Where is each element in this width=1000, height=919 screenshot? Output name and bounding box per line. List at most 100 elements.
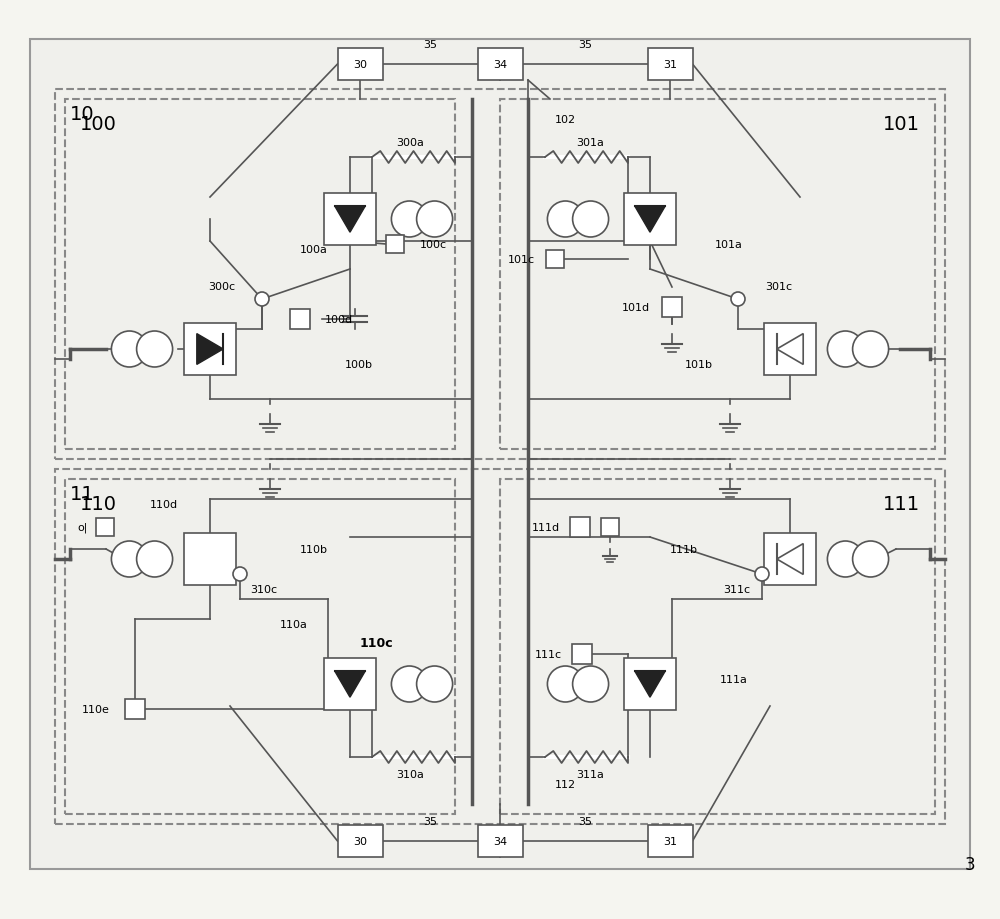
Bar — [184, 323, 236, 376]
Bar — [338, 825, 383, 857]
Bar — [648, 825, 692, 857]
Text: 35: 35 — [578, 816, 592, 826]
Text: 111: 111 — [883, 494, 920, 514]
Bar — [386, 236, 404, 254]
Text: 100c: 100c — [420, 240, 447, 250]
Text: 300c: 300c — [208, 282, 235, 291]
Text: 110a: 110a — [280, 619, 308, 630]
Circle shape — [853, 541, 889, 577]
Circle shape — [547, 202, 583, 238]
Circle shape — [417, 666, 453, 702]
Text: 100a: 100a — [300, 244, 328, 255]
Circle shape — [391, 202, 427, 238]
Bar — [764, 323, 816, 376]
Text: 110e: 110e — [82, 704, 110, 714]
Polygon shape — [197, 335, 223, 365]
Text: 301a: 301a — [576, 138, 604, 148]
Bar — [65, 100, 455, 449]
Bar — [184, 533, 236, 585]
Text: 10: 10 — [70, 105, 95, 124]
Text: 34: 34 — [493, 836, 507, 846]
Bar — [624, 193, 676, 246]
Circle shape — [755, 567, 769, 582]
Circle shape — [255, 292, 269, 307]
Bar — [662, 298, 682, 318]
Circle shape — [827, 541, 863, 577]
Circle shape — [111, 332, 147, 368]
Text: 35: 35 — [578, 40, 592, 50]
Bar — [338, 49, 383, 81]
Text: 101d: 101d — [622, 302, 650, 312]
Text: 100b: 100b — [345, 359, 373, 369]
Text: 110: 110 — [80, 494, 117, 514]
Bar — [55, 90, 945, 460]
Circle shape — [391, 666, 427, 702]
Text: 11: 11 — [70, 484, 95, 504]
Text: 101a: 101a — [715, 240, 743, 250]
Bar — [570, 517, 590, 538]
Circle shape — [853, 332, 889, 368]
Text: 3: 3 — [965, 855, 975, 873]
Text: 311c: 311c — [723, 584, 750, 595]
Bar — [96, 518, 114, 537]
Bar — [478, 49, 523, 81]
Text: 111b: 111b — [670, 544, 698, 554]
Text: 110d: 110d — [150, 499, 178, 509]
Text: 102: 102 — [555, 115, 576, 125]
Polygon shape — [335, 207, 365, 233]
Bar — [125, 699, 145, 720]
Text: o|: o| — [78, 522, 88, 533]
Text: 34: 34 — [493, 60, 507, 70]
Circle shape — [827, 332, 863, 368]
Circle shape — [137, 332, 173, 368]
Bar — [324, 193, 376, 246]
Bar — [572, 644, 592, 664]
Bar — [55, 470, 945, 824]
Polygon shape — [335, 671, 365, 698]
Polygon shape — [635, 207, 665, 233]
Bar — [546, 251, 564, 268]
Text: 101c: 101c — [508, 255, 535, 265]
Bar — [324, 658, 376, 710]
Bar — [500, 100, 935, 449]
Polygon shape — [777, 335, 803, 365]
Text: 310a: 310a — [396, 769, 424, 779]
Bar — [601, 518, 619, 537]
Polygon shape — [635, 671, 665, 698]
Text: 111c: 111c — [535, 650, 562, 659]
Bar — [500, 480, 935, 814]
Bar — [290, 310, 310, 330]
Text: 110b: 110b — [300, 544, 328, 554]
Bar — [478, 825, 523, 857]
Polygon shape — [777, 544, 803, 574]
Circle shape — [573, 202, 609, 238]
Circle shape — [233, 567, 247, 582]
Text: 310c: 310c — [250, 584, 277, 595]
Text: 300a: 300a — [396, 138, 424, 148]
Circle shape — [417, 202, 453, 238]
Circle shape — [111, 541, 147, 577]
Bar — [764, 533, 816, 585]
Circle shape — [573, 666, 609, 702]
Text: 31: 31 — [663, 60, 677, 70]
Text: 100d: 100d — [325, 314, 353, 324]
Text: 111a: 111a — [720, 675, 748, 685]
Text: 301c: 301c — [765, 282, 792, 291]
Text: 110c: 110c — [360, 636, 394, 650]
Circle shape — [137, 541, 173, 577]
Circle shape — [731, 292, 745, 307]
Bar — [624, 658, 676, 710]
Text: 35: 35 — [423, 816, 437, 826]
Text: 30: 30 — [353, 836, 367, 846]
Text: 35: 35 — [423, 40, 437, 50]
Text: 100: 100 — [80, 115, 117, 134]
Bar — [65, 480, 455, 814]
Text: 112: 112 — [555, 779, 576, 789]
Text: 30: 30 — [353, 60, 367, 70]
Bar — [648, 49, 692, 81]
Text: 101: 101 — [883, 115, 920, 134]
Text: 311a: 311a — [576, 769, 604, 779]
Circle shape — [547, 666, 583, 702]
Text: 31: 31 — [663, 836, 677, 846]
Text: 111d: 111d — [532, 522, 560, 532]
